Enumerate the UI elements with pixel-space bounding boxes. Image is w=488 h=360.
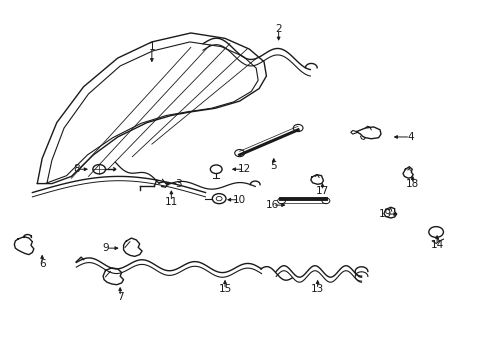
Text: 8: 8 [73,164,80,174]
Circle shape [234,149,244,157]
Circle shape [210,165,222,174]
Text: 12: 12 [237,164,251,174]
Text: 17: 17 [315,186,328,196]
Circle shape [212,194,225,204]
Circle shape [216,197,222,201]
Circle shape [293,125,303,132]
Text: 14: 14 [429,239,443,249]
Text: 2: 2 [275,24,282,35]
Circle shape [428,226,443,237]
Text: 16: 16 [265,200,279,210]
Text: 4: 4 [406,132,413,142]
Text: 18: 18 [405,179,419,189]
Text: 19: 19 [379,209,392,219]
Text: 6: 6 [39,259,45,269]
Circle shape [277,198,285,204]
Text: 3: 3 [175,179,182,189]
Circle shape [322,198,329,204]
Text: 10: 10 [233,195,245,205]
Text: 11: 11 [164,197,178,207]
Text: 5: 5 [270,161,277,171]
Text: 15: 15 [218,284,231,294]
Circle shape [93,165,105,174]
Text: 9: 9 [102,243,109,253]
Text: 7: 7 [117,292,123,302]
Text: 13: 13 [310,284,324,294]
Text: 1: 1 [148,42,155,52]
